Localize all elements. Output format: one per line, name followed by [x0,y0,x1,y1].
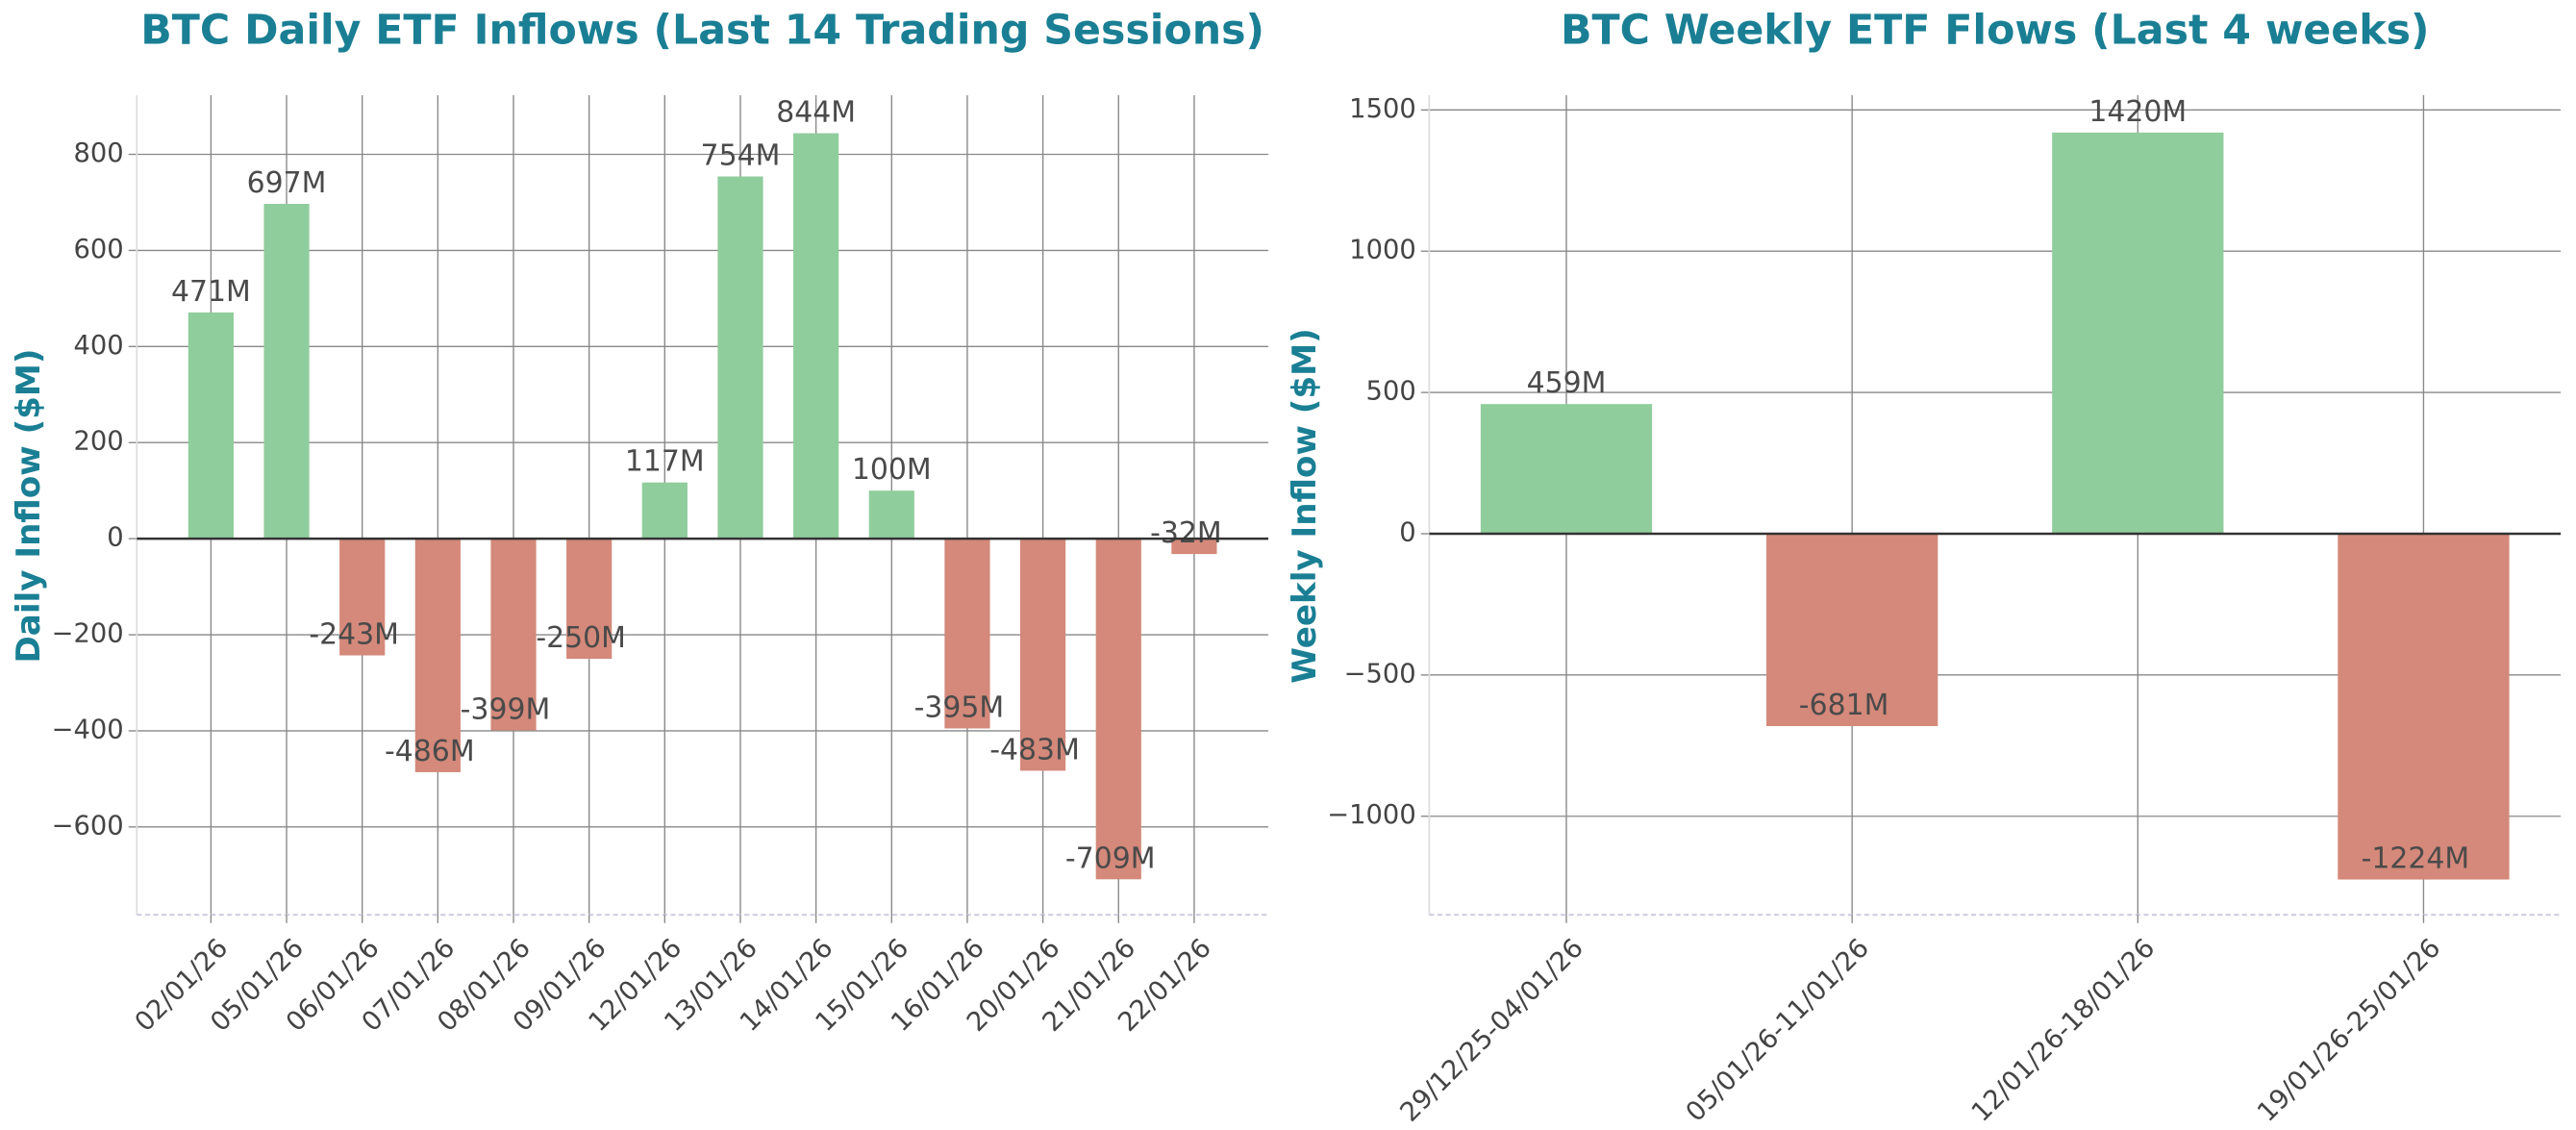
bar [1020,539,1066,771]
bar [2052,132,2224,534]
value-label: -399M [461,692,551,726]
bar [944,539,990,729]
y-tick-label: 0 [107,523,123,553]
value-label: 100M [852,453,932,487]
y-tick-label: 600 [73,235,123,264]
y-tick-label: 800 [73,138,123,168]
value-label: -709M [1065,841,1156,875]
bar [339,539,386,656]
x-tick-label: 05/01/26-11/01/26 [1681,933,1875,1127]
bar [188,312,234,540]
bar [868,490,914,540]
y-tick-label: −1000 [1327,800,1415,830]
value-label: 844M [776,96,856,130]
chart-title: BTC Daily ETF Inflows (Last 14 Trading S… [140,7,1264,55]
y-tick-label: 400 [73,331,123,361]
y-tick-label: −400 [52,715,124,744]
bar [490,539,537,731]
bar [641,482,688,540]
chart-title: BTC Weekly ETF Flows (Last 4 weeks) [1561,7,2430,55]
y-tick-label: 1500 [1349,94,1416,124]
value-label: -32M [1150,516,1222,550]
x-tick-label: 29/12/25-04/01/26 [1395,933,1589,1127]
value-label: -1224M [2362,842,2470,876]
value-label: 754M [701,138,781,172]
y-tick-label: 200 [73,427,123,457]
y-tick-label: 1000 [1349,236,1416,265]
value-label: -483M [989,733,1080,766]
y-tick-label: −600 [52,811,124,841]
value-label: -243M [309,618,399,652]
bar [263,203,310,540]
y-tick-label: −500 [1344,659,1416,689]
value-label: 117M [625,445,705,479]
bar [2338,533,2510,880]
value-label: 459M [1527,366,1607,400]
bar [414,539,461,772]
bar [1095,539,1141,880]
value-label: 471M [171,275,251,309]
value-label: -250M [536,621,626,655]
y-tick-label: −200 [52,619,124,649]
y-tick-label: 500 [1366,377,1416,407]
y-axis-label: Daily Inflow ($M) [10,348,48,663]
value-label: -681M [1799,689,1889,722]
y-tick-label: 0 [1399,517,1415,547]
value-label: 1420M [2088,95,2187,129]
bar [1766,533,1938,727]
bar [717,176,763,540]
x-tick-label: 19/01/26-25/01/26 [2252,933,2446,1127]
bar [793,133,839,540]
value-label: 697M [247,166,327,200]
bar [1480,404,1653,534]
x-tick-label: 12/01/26-18/01/26 [1966,933,2161,1127]
value-label: -395M [914,691,1005,724]
bar [566,539,613,660]
y-axis-label: Weekly Inflow ($M) [1286,328,1324,683]
value-label: -486M [385,735,475,768]
bar [1171,539,1217,555]
